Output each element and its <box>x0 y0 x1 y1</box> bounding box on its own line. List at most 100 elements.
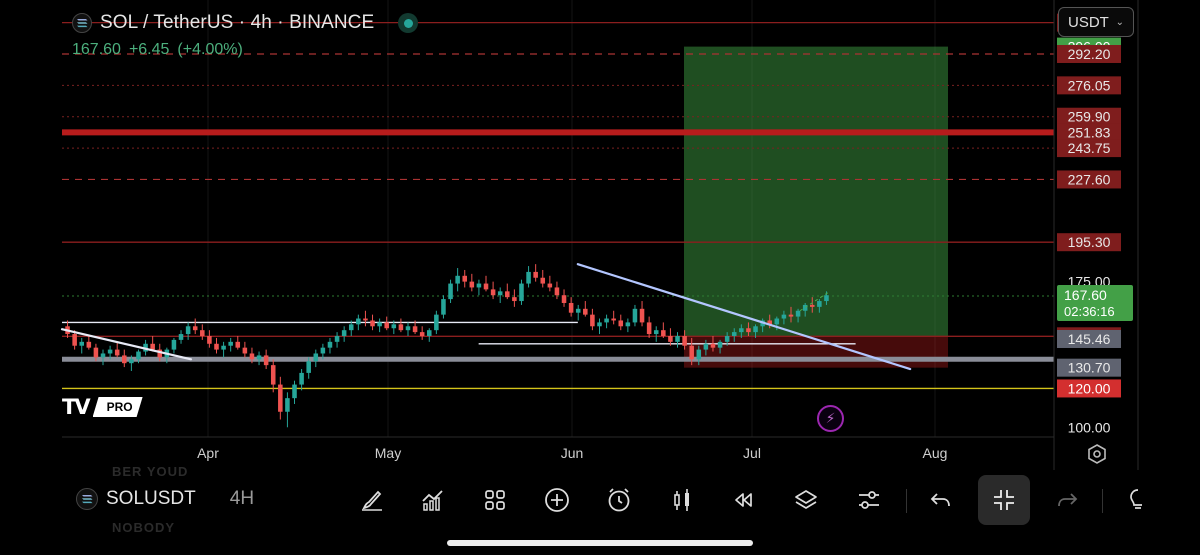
candle-body <box>476 283 482 288</box>
layers-icon[interactable] <box>790 484 822 516</box>
candle-body <box>519 283 524 302</box>
candle-body <box>483 283 489 290</box>
ghost-text-top: BER YOUD <box>112 464 189 479</box>
candle-body <box>703 343 709 350</box>
price-label: 130.70 <box>1068 360 1111 376</box>
sol-icon <box>76 488 98 510</box>
chart-header: SOL / TetherUS · 4h · BINANCE <box>72 10 419 36</box>
candle-body <box>320 347 326 354</box>
candle-body <box>724 336 730 342</box>
indicators-icon[interactable] <box>417 484 449 516</box>
last-price: 167.60 <box>72 41 121 58</box>
candle-body <box>370 320 375 327</box>
candle-body <box>441 299 446 315</box>
price-quote: 167.60 +6.45 (+4.00%) <box>72 41 243 59</box>
candle-body <box>377 322 382 327</box>
candle-body <box>356 318 361 325</box>
timeframe-button[interactable]: 4H <box>229 488 255 509</box>
hexagon-settings-icon[interactable] <box>1084 441 1110 467</box>
candle-body <box>426 330 432 337</box>
candle-body <box>412 326 418 333</box>
candle-body <box>731 332 737 337</box>
candle-body <box>802 304 808 311</box>
candle-body <box>583 308 588 315</box>
candle-body <box>434 314 439 331</box>
settings-sliders-icon[interactable] <box>853 484 885 516</box>
toolbar-divider <box>906 489 907 513</box>
price-label: 100.00 <box>1068 419 1111 435</box>
price-label: 292.20 <box>1068 46 1111 62</box>
target-zone <box>684 46 948 337</box>
currency-select[interactable]: USDT ⌄ <box>1058 7 1134 37</box>
candle-body <box>781 314 787 319</box>
candle-body <box>235 341 241 348</box>
candle-body <box>639 308 645 323</box>
redo-icon[interactable] <box>1051 484 1083 516</box>
chevron-down-icon: ⌄ <box>1115 16 1124 28</box>
candle-body <box>675 336 680 342</box>
ghost-text-bottom: NOBODY <box>112 520 176 535</box>
price-label-bg <box>1057 44 1121 63</box>
price-label-bg <box>1057 233 1121 252</box>
candle-body <box>285 398 290 412</box>
candle-body <box>561 295 567 303</box>
candle-body <box>547 283 553 288</box>
replay-icon[interactable] <box>727 484 759 516</box>
candle-body <box>448 283 453 300</box>
candle-body <box>505 291 510 298</box>
stop-zone <box>684 336 948 368</box>
candle-body <box>79 341 85 346</box>
symbol-name: SOLUSDT <box>106 488 196 509</box>
candle-body <box>334 336 340 342</box>
brush-icon[interactable] <box>356 484 388 516</box>
lightning-icon[interactable]: ⚡ <box>817 405 844 432</box>
candle-body <box>363 318 368 321</box>
add-icon[interactable] <box>541 484 573 516</box>
candle-body <box>136 351 141 360</box>
home-indicator <box>447 540 753 546</box>
candle-body <box>249 353 255 360</box>
candles-icon[interactable] <box>666 484 698 516</box>
x-tick-label: May <box>375 445 401 461</box>
candle-body <box>341 330 347 337</box>
candle-body <box>93 347 99 358</box>
candle-body <box>100 353 106 358</box>
price-label-bg <box>1057 329 1121 348</box>
price-label: 251.83 <box>1068 124 1111 140</box>
price-change-pct: (+4.00%) <box>177 41 243 58</box>
market-status-icon[interactable] <box>398 13 419 33</box>
price-label: 259.90 <box>1068 109 1111 125</box>
candle-body <box>682 336 687 346</box>
candle-body <box>611 318 616 321</box>
bottom-toolbar: BER YOUD NOBODY SOLUSDT 4H <box>0 464 1200 535</box>
candle-body <box>739 328 744 333</box>
candle-body <box>661 330 666 337</box>
candle-body <box>710 343 716 348</box>
range-lines <box>62 321 856 345</box>
undo-icon[interactable] <box>925 484 957 516</box>
candle-body <box>795 310 801 317</box>
fullscreen-exit-icon[interactable] <box>988 484 1020 516</box>
candle-body <box>299 372 304 385</box>
candle-body <box>171 339 177 350</box>
candle-body <box>157 349 163 358</box>
candle-body <box>618 320 624 327</box>
candle-body <box>575 308 581 313</box>
candle-body <box>632 308 638 323</box>
x-tick-label: Apr <box>197 445 219 461</box>
symbol-selector[interactable]: SOLUSDT 4H <box>76 488 254 510</box>
candle-body <box>327 341 333 348</box>
price-label-bg <box>1057 379 1121 398</box>
templates-icon[interactable] <box>479 484 511 516</box>
current-price-text: 167.60 <box>1064 287 1107 303</box>
candle-body <box>817 301 822 307</box>
symbol-title[interactable]: SOL / TetherUS · 4h · BINANCE <box>100 12 375 33</box>
alert-icon[interactable] <box>603 484 635 516</box>
candle-body <box>625 322 631 327</box>
bulb-icon[interactable] <box>1122 484 1154 516</box>
candle-body <box>490 289 496 296</box>
candle-body <box>689 345 694 360</box>
price-levels <box>62 21 1054 390</box>
candle-body <box>809 304 815 307</box>
